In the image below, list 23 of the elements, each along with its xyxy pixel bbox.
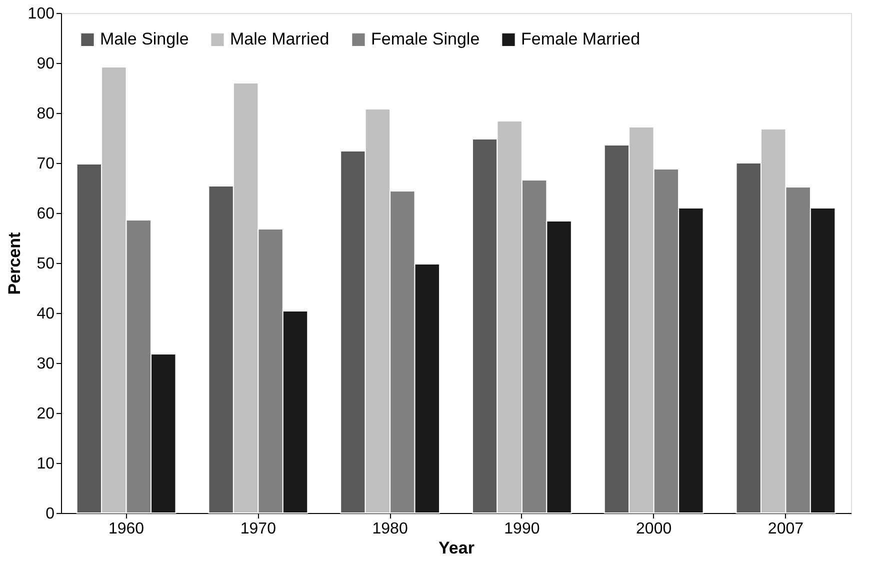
legend-label: Male Single	[100, 30, 189, 49]
x-tick-label: 2007	[768, 520, 804, 538]
x-tick-label: 1990	[504, 520, 540, 538]
y-tick-label: 50	[36, 256, 55, 272]
legend-label: Female Single	[371, 30, 480, 49]
y-tick-label: 100	[28, 6, 55, 22]
x-tick-label: 2000	[636, 520, 672, 538]
y-tick-label: 0	[46, 506, 55, 522]
x-tick-label: 1970	[240, 520, 276, 538]
y-tick-label: 40	[36, 306, 55, 322]
y-tick-label: 70	[36, 156, 55, 172]
x-tick-label: 1960	[108, 520, 144, 538]
y-tick-label: 10	[36, 456, 55, 472]
x-axis-title: Year	[438, 538, 475, 558]
y-tick-label: 60	[36, 206, 55, 222]
y-tick-label: 30	[36, 356, 55, 372]
legend-label: Female Married	[521, 30, 640, 49]
legend-label: Male Married	[230, 30, 330, 49]
y-axis-title: Percent	[4, 232, 24, 295]
y-tick-label: 20	[36, 406, 55, 422]
y-tick-label: 80	[36, 106, 55, 122]
y-tick-label: 90	[36, 56, 55, 72]
x-tick-label: 1980	[372, 520, 408, 538]
